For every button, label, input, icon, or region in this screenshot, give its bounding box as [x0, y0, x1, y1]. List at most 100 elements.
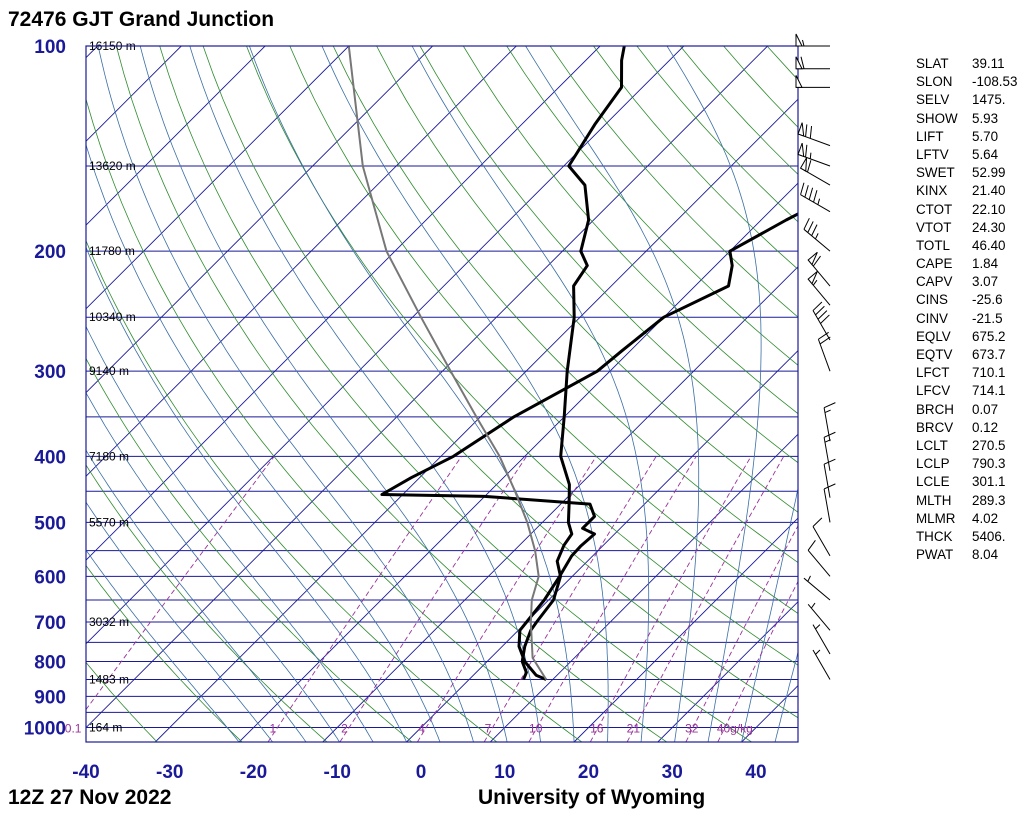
wind-barb [807, 602, 831, 631]
height-label: 10340 m [89, 310, 136, 324]
index-value: 39.11 [972, 56, 1005, 71]
temperature-axis: -40 -30 -20 -10 0 10 20 30 40 [72, 762, 766, 783]
dewpoint-trace [520, 46, 626, 681]
moist-adiabat-line [249, 46, 575, 742]
moist-adiabat-line [321, 46, 609, 742]
index-key: CAPE [916, 256, 953, 272]
isotherm-line [86, 46, 768, 729]
wind-barb [795, 75, 830, 88]
index-row: EQTV 673.7 [916, 347, 1017, 365]
index-row: SWET 52.99 [916, 165, 1017, 183]
index-row: LCLP 790.3 [916, 456, 1017, 474]
wind-barb [807, 270, 831, 306]
index-value: 4.02 [972, 510, 999, 526]
index-row: LCLE 301.1 [916, 474, 1017, 492]
index-value: 3.07 [972, 274, 999, 290]
wind-barb [812, 649, 831, 680]
index-value: 52.99 [972, 165, 1006, 181]
plot-frame [85, 45, 799, 743]
index-key: PWAT [916, 547, 954, 563]
isotherm-line [0, 46, 14, 742]
index-key: LCLT [916, 437, 948, 453]
index-value: 5406. [972, 528, 1006, 544]
isotherm-line [573, 517, 798, 742]
isotherm-line [238, 182, 798, 742]
temperature-tick-label: -40 [72, 762, 99, 783]
index-value: 790.3 [972, 456, 1006, 472]
index-value: 710.1 [972, 365, 1006, 381]
observation-time: 12Z 27 Nov 2022 [8, 786, 172, 809]
isotherm-line [657, 601, 798, 742]
mixing-ratio-line [86, 456, 275, 711]
index-key: MLTH [916, 492, 952, 508]
index-key: EQTV [916, 347, 953, 362]
wind-barb [812, 624, 831, 655]
wind-barb [812, 517, 831, 557]
mixing-ratio-line [685, 524, 798, 742]
index-row: CINS -25.6 [916, 292, 1017, 310]
moist-adiabat-line [139, 46, 508, 742]
pressure-tick-label: 500 [34, 513, 66, 534]
temperature-tick-label: -10 [324, 762, 351, 783]
height-label: 164 m [89, 721, 122, 735]
index-value: 21.40 [972, 183, 1006, 199]
index-key: LCLE [916, 474, 950, 490]
index-value: 5.93 [972, 110, 999, 126]
dry-adiabat-line [246, 46, 798, 666]
mixing-ratio-label: 1 [270, 722, 277, 736]
index-value: 0.12 [972, 419, 999, 435]
mixing-ratio-label: 21 [627, 722, 641, 736]
index-row: EQLV 675.2 [916, 329, 1017, 347]
temperature-tick-label: -30 [156, 762, 183, 783]
mixing-ratio-label: 0.1 [65, 722, 82, 736]
index-key: CINV [916, 310, 948, 326]
moist-adiabat-line [741, 486, 798, 742]
dry-adiabat-line [0, 46, 72, 742]
mixing-ratio-line [339, 456, 527, 742]
pressure-axis: 100 200 300 400 500 600 700 800 900 1000 [24, 37, 66, 740]
isotherm-line [322, 266, 798, 742]
dry-adiabat-line [202, 46, 798, 719]
index-key: BRCV [916, 419, 954, 435]
isotherm-line [86, 46, 433, 394]
index-value: 5.64 [972, 146, 999, 162]
height-label: 11780 m [89, 244, 135, 258]
pressure-tick-label: 400 [34, 447, 66, 468]
dry-adiabat-line [462, 46, 798, 415]
height-label: 3032 m [89, 615, 129, 629]
mixing-ratio-labels: 0.1 1 2 4 7 10 16 21 32 40g/kg [65, 722, 753, 736]
mixing-ratio-label: 7 [485, 722, 492, 736]
temperature-tick-label: 10 [494, 762, 515, 783]
mixing-ratio-label: 40g/kg [717, 722, 753, 736]
mixing-ratio-line [483, 456, 657, 742]
wind-barb [799, 157, 831, 186]
index-value: -108.53 [972, 74, 1018, 90]
index-key: SHOW [916, 110, 958, 126]
index-row: LFTV 5.64 [916, 147, 1017, 165]
wind-barb [812, 301, 831, 341]
dry-adiabat-line [289, 46, 798, 614]
index-value: 270.5 [972, 437, 1006, 453]
index-row: KINX 21.40 [916, 183, 1017, 201]
mixing-ratio-line [417, 456, 597, 742]
index-row: BRCH 0.07 [916, 402, 1017, 420]
dry-adiabat-line [86, 97, 583, 742]
wind-barb [795, 33, 830, 47]
isotherm-line [489, 433, 798, 742]
wind-barb [823, 402, 836, 442]
index-value: 24.30 [972, 219, 1006, 235]
index-key: THCK [916, 528, 953, 544]
moist-adiabat-line [525, 46, 700, 742]
moist-adiabat-line [86, 449, 307, 742]
pressure-tick-label: 300 [34, 362, 66, 383]
dry-adiabat-line [86, 239, 498, 742]
temperature-tick-label: 0 [416, 762, 427, 783]
mixing-ratio-line [528, 456, 697, 742]
index-row: SLAT 39.11 [916, 56, 1017, 74]
index-key: LFCT [916, 365, 950, 381]
index-row: CAPE 1.84 [916, 256, 1017, 274]
wind-barb [797, 142, 831, 167]
wind-barb [823, 458, 836, 498]
index-value: 1.84 [972, 256, 999, 272]
